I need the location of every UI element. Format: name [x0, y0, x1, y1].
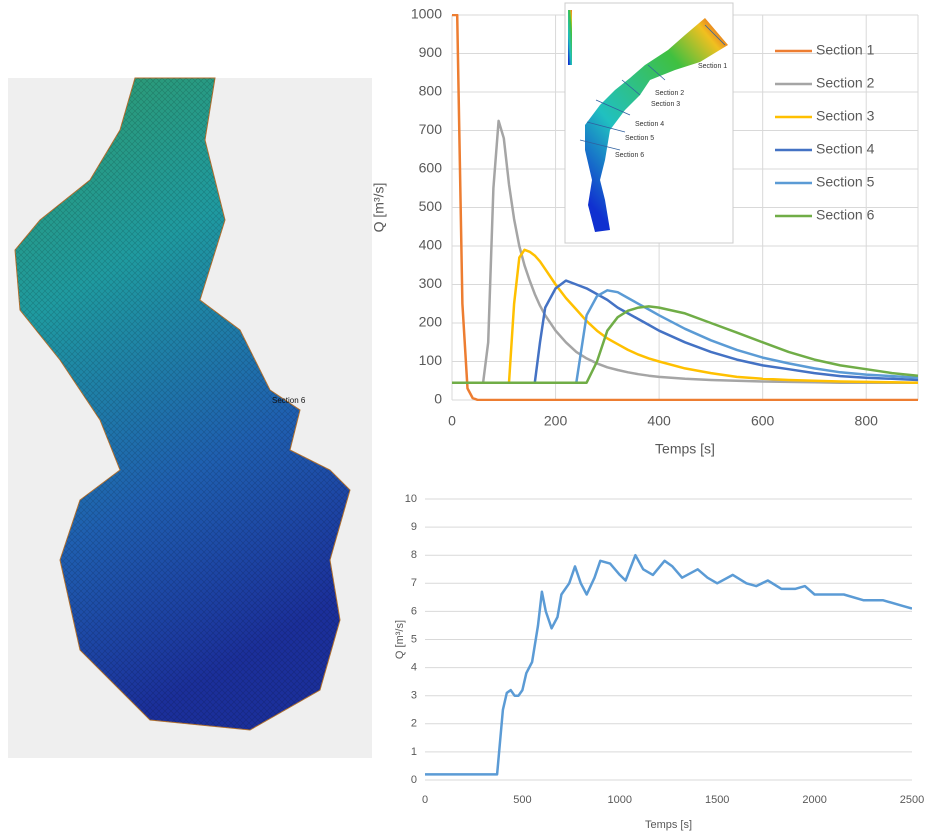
y-tick-label: 5: [411, 633, 417, 645]
x-tick-label: 200: [544, 413, 568, 429]
chart: 0 1 2 3 4 5 6 7 8 9 10 0 500 1000 1500 2000 2500 Temps [s…: [394, 493, 924, 831]
inset-map: Section 1 Section 2 Section 3 Section 4 Sect…: [565, 3, 733, 243]
x-tick-label: 1500: [705, 794, 729, 806]
inset-section-label: Section 4: [635, 121, 664, 128]
legend-label: Section 4: [816, 141, 875, 157]
x-tick-label: 1000: [608, 794, 632, 806]
y-tick-label: 3: [411, 690, 417, 702]
x-tick-label: 600: [751, 413, 775, 429]
y-tick-label: 8: [411, 549, 417, 561]
series-line: [425, 555, 912, 774]
series-line: [452, 306, 918, 382]
series-line: [452, 250, 918, 383]
y-tick-label: 900: [419, 44, 443, 60]
y-tick-label: 0: [411, 774, 417, 786]
y-tick-label: 9: [411, 521, 417, 533]
inset-section-label: Section 6: [615, 152, 644, 159]
y-tick-label: 0: [434, 391, 442, 407]
x-tick-label: 0: [422, 794, 428, 806]
inset-section-label: Section 3: [651, 101, 680, 108]
x-tick-label: 800: [855, 413, 879, 429]
y-tick-label: 4: [411, 662, 417, 674]
y-tick-label: 600: [419, 160, 443, 176]
y-tick-label: 200: [419, 314, 443, 330]
y-tick-label: 100: [419, 352, 443, 368]
y-tick-label: 800: [419, 83, 443, 99]
x-tick-label: 400: [647, 413, 671, 429]
y-tick-label: 300: [419, 275, 443, 291]
y-tick-label: 400: [419, 237, 443, 253]
figure: Section 6 010020030040050060070080090010…: [0, 0, 928, 832]
legend-label: Section 3: [816, 108, 875, 124]
mesh-section-label: Section 6: [272, 396, 306, 405]
y-tick-label: 2: [411, 718, 417, 730]
inset-section-label: Section 1: [698, 63, 727, 70]
y-tick-label: 1000: [411, 6, 442, 22]
y-axis-label: Q [m³/s]: [394, 620, 406, 659]
y-axis-label: Q [m³/s]: [371, 183, 387, 233]
x-tick-label: 0: [448, 413, 456, 429]
inset-section-label: Section 2: [655, 90, 684, 97]
legend-label: Section 5: [816, 174, 875, 190]
y-tick-label: 1: [411, 746, 417, 758]
x-tick-label: 2500: [900, 794, 924, 806]
y-tick-label: 10: [405, 493, 417, 505]
legend-label: Section 6: [816, 207, 875, 223]
y-tick-label: 500: [419, 198, 443, 214]
x-axis-label: Temps [s]: [645, 819, 692, 831]
x-tick-label: 500: [513, 794, 531, 806]
y-tick-label: 700: [419, 121, 443, 137]
x-tick-label: 2000: [802, 794, 826, 806]
mesh-panel: Section 6: [8, 78, 372, 758]
legend-label: Section 2: [816, 75, 875, 91]
y-tick-label: 6: [411, 605, 417, 617]
legend-label: Section 1: [816, 42, 875, 58]
x-axis-label: Temps [s]: [655, 441, 715, 457]
y-tick-label: 7: [411, 577, 417, 589]
inset-colorbar: [568, 10, 572, 65]
inset-section-label: Section 5: [625, 135, 654, 142]
